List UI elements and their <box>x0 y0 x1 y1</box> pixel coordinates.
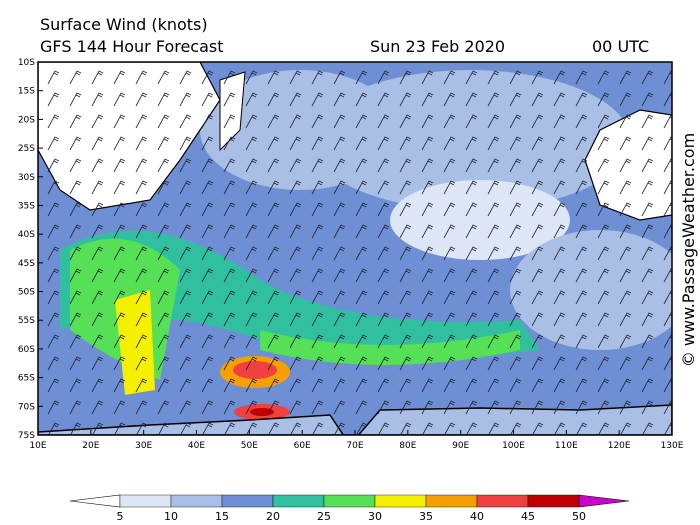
latitude-label: 60S <box>18 345 35 355</box>
legend-label: 15 <box>215 510 229 523</box>
latitude-label: 45S <box>18 259 35 269</box>
longitude-label: 40E <box>188 441 205 451</box>
longitude-label: 90E <box>452 441 469 451</box>
latitude-label: 75S <box>18 431 35 441</box>
legend-swatch <box>221 494 274 508</box>
longitude-label: 10E <box>29 441 46 451</box>
legend-swatch <box>170 494 223 508</box>
longitude-label: 130E <box>661 441 684 451</box>
longitude-label: 30E <box>135 441 152 451</box>
legend-label: 25 <box>317 510 331 523</box>
longitude-label: 120E <box>608 441 631 451</box>
legend-arrow-high <box>578 494 630 508</box>
legend-label: 50 <box>572 510 586 523</box>
longitude-label: 80E <box>399 441 416 451</box>
legend-swatch <box>119 494 172 508</box>
longitude-label: 110E <box>555 441 578 451</box>
legend-label: 10 <box>164 510 178 523</box>
legend-swatch <box>476 494 529 508</box>
latitude-label: 65S <box>18 374 35 384</box>
longitude-label: 50E <box>241 441 258 451</box>
map-title: Surface Wind (knots) <box>40 15 208 34</box>
latitude-label: 10S <box>18 58 35 68</box>
legend-label: 35 <box>419 510 433 523</box>
latitude-label: 40S <box>18 230 35 240</box>
longitude-label: 70E <box>346 441 363 451</box>
legend-swatch <box>425 494 478 508</box>
wind-field <box>38 62 672 435</box>
latitude-label: 35S <box>18 201 35 211</box>
longitude-label: 60E <box>294 441 311 451</box>
latitude-label: 70S <box>18 402 35 412</box>
legend-swatch <box>323 494 376 508</box>
legend-swatch <box>272 494 325 508</box>
latitude-label: 25S <box>18 144 35 154</box>
latitude-label: 30S <box>18 173 35 183</box>
latitude-label: 50S <box>18 288 35 298</box>
credit: © www.PassageWeather.com <box>679 133 698 367</box>
map-subtitle: GFS 144 Hour Forecast <box>40 37 224 56</box>
legend-label: 20 <box>266 510 280 523</box>
legend-label: 5 <box>117 510 124 523</box>
legend-arrow-low <box>69 494 121 508</box>
legend-label: 30 <box>368 510 382 523</box>
forecast-date: Sun 23 Feb 2020 <box>370 37 505 56</box>
latitude-label: 20S <box>18 115 35 125</box>
legend-swatch <box>527 494 580 508</box>
latitude-label: 55S <box>18 316 35 326</box>
legend-swatch <box>374 494 427 508</box>
legend-label: 45 <box>521 510 535 523</box>
longitude-label: 100E <box>502 441 525 451</box>
longitude-label: 20E <box>82 441 99 451</box>
forecast-time: 00 UTC <box>592 37 649 56</box>
latitude-label: 15S <box>18 87 35 97</box>
legend-label: 40 <box>470 510 484 523</box>
